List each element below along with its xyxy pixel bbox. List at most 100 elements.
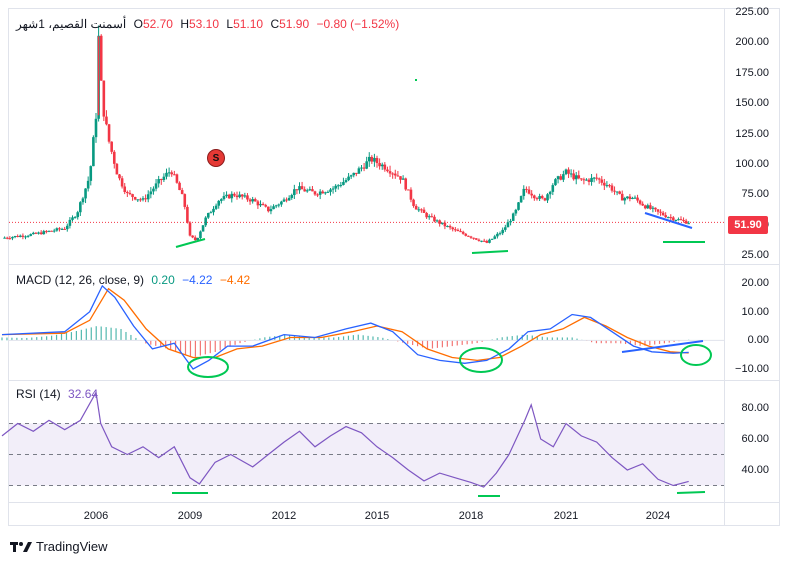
candle-body bbox=[285, 199, 288, 201]
candle-body bbox=[496, 233, 499, 237]
candle-body bbox=[99, 35, 103, 81]
candle-body bbox=[94, 118, 98, 138]
candle-body bbox=[146, 194, 150, 200]
candle-body bbox=[357, 168, 361, 174]
price-tick-label: 100.00 bbox=[735, 157, 769, 170]
candle-body bbox=[191, 235, 194, 238]
candle-body bbox=[170, 172, 174, 175]
candle-body bbox=[321, 191, 325, 194]
candle-body bbox=[238, 194, 241, 198]
candle-body bbox=[220, 199, 223, 201]
candle-body bbox=[175, 174, 179, 183]
macd-tick-label: −10.00 bbox=[735, 363, 769, 375]
candle-body bbox=[92, 137, 95, 167]
candle-body bbox=[509, 220, 512, 223]
candle-body bbox=[86, 180, 90, 189]
candle-body bbox=[120, 178, 124, 187]
candle-body bbox=[81, 198, 85, 203]
price-legend: أسمنت القصيم، 1شهر O52.70 H53.10 L51.10 … bbox=[16, 17, 403, 31]
candle-body bbox=[562, 174, 565, 180]
candle-body bbox=[649, 205, 652, 209]
candle-body bbox=[488, 239, 491, 243]
candle-body bbox=[71, 217, 74, 220]
pane-separator-rsi bbox=[8, 380, 780, 381]
price-tick-label: 75.00 bbox=[741, 188, 769, 201]
signal-badge-icon[interactable]: S bbox=[207, 149, 225, 167]
candle-body bbox=[525, 188, 528, 190]
candle-body bbox=[339, 184, 343, 186]
candle-body bbox=[246, 195, 249, 200]
candle-body bbox=[316, 194, 319, 196]
candle-body bbox=[669, 217, 673, 219]
candle-body bbox=[305, 190, 309, 192]
candle-body bbox=[178, 182, 181, 191]
candle-body bbox=[391, 173, 394, 175]
candle-body bbox=[674, 220, 678, 222]
candle-body bbox=[267, 206, 270, 212]
candle-body bbox=[654, 207, 657, 210]
candle-body bbox=[204, 217, 207, 226]
candle-body bbox=[687, 223, 690, 225]
candle-body bbox=[295, 189, 299, 191]
candle-body bbox=[435, 220, 439, 222]
candle-body bbox=[659, 211, 662, 213]
candle-body bbox=[485, 240, 489, 243]
candle-body bbox=[336, 185, 340, 187]
candle-body bbox=[313, 191, 317, 195]
candle-body bbox=[469, 236, 473, 238]
rsi-title[interactable]: RSI (14) bbox=[16, 387, 61, 401]
candle-body bbox=[498, 233, 502, 235]
candle-body bbox=[60, 228, 64, 230]
candle-body bbox=[11, 237, 14, 239]
candle-body bbox=[464, 233, 468, 236]
candle-body bbox=[420, 209, 423, 211]
candle-body bbox=[282, 199, 286, 202]
symbol-label[interactable]: أسمنت القصيم، 1شهر bbox=[16, 17, 127, 31]
candle-body bbox=[543, 198, 547, 201]
macd-title[interactable]: MACD (12, 26, close, 9) bbox=[16, 273, 145, 287]
last-price-tag: 51.90 bbox=[728, 216, 768, 234]
candle-body bbox=[212, 208, 215, 213]
candle-body bbox=[530, 193, 533, 196]
candle-body bbox=[107, 124, 111, 142]
candle-body bbox=[196, 237, 200, 241]
candle-body bbox=[388, 171, 392, 174]
candle-body bbox=[214, 205, 218, 209]
candle-body bbox=[467, 235, 470, 237]
candle-body bbox=[504, 227, 507, 230]
rsi-legend: RSI (14) 32.64 bbox=[16, 387, 102, 401]
candle-body bbox=[233, 193, 236, 196]
candle-body bbox=[144, 198, 147, 200]
candle-body bbox=[480, 240, 483, 242]
candle-body bbox=[595, 177, 598, 179]
candle-body bbox=[577, 175, 581, 179]
candle-body bbox=[600, 179, 604, 183]
candle-body bbox=[540, 196, 544, 199]
macd-signal-line bbox=[1, 287, 689, 362]
candle-body bbox=[375, 157, 379, 164]
candle-body bbox=[443, 222, 447, 227]
candle-body bbox=[605, 185, 609, 187]
candle-body bbox=[425, 212, 428, 218]
candle-body bbox=[538, 196, 541, 199]
brand-label: TradingView bbox=[36, 539, 108, 554]
candle-body bbox=[110, 141, 113, 152]
candle-body bbox=[556, 176, 560, 180]
candle-body bbox=[269, 209, 273, 212]
candle-body bbox=[527, 189, 531, 194]
candle-body bbox=[638, 200, 642, 204]
candle-body bbox=[199, 231, 202, 238]
candle-body bbox=[352, 172, 356, 176]
candle-body bbox=[551, 185, 555, 192]
candle-body bbox=[407, 189, 410, 191]
tradingview-logo[interactable]: TradingView bbox=[10, 539, 108, 554]
candle-body bbox=[240, 194, 244, 197]
candle-body bbox=[656, 209, 660, 212]
candle-body bbox=[554, 179, 557, 186]
candle-body bbox=[679, 219, 683, 221]
annotation-circle bbox=[187, 356, 229, 378]
candle-body bbox=[493, 236, 497, 239]
candle-body bbox=[222, 196, 226, 200]
candle-body bbox=[34, 232, 38, 234]
